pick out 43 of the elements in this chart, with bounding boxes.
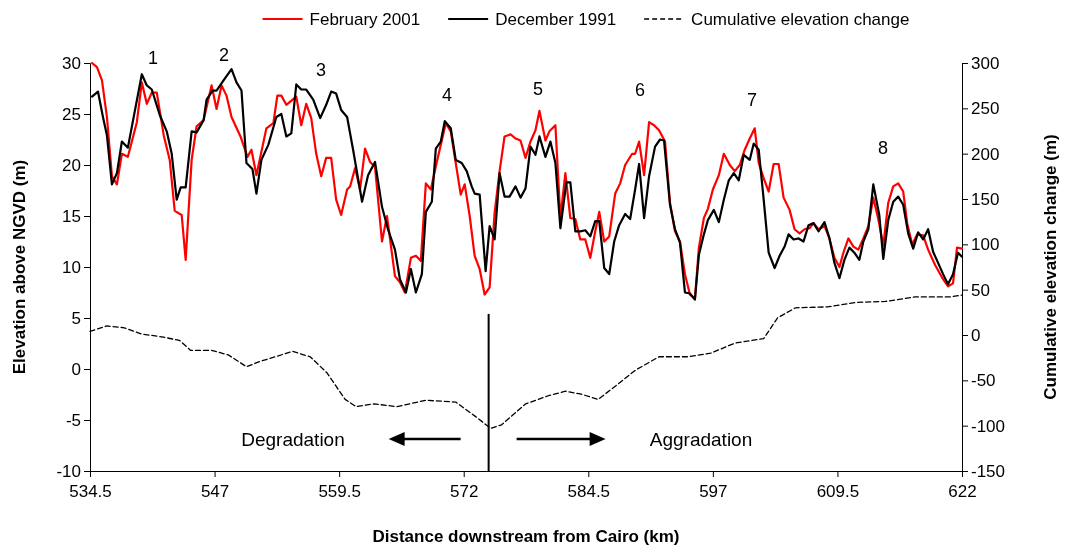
y2-tick-label: 0 <box>971 325 981 345</box>
x-tick-label: 547 <box>200 482 230 501</box>
x-tick-label: 597 <box>699 482 728 501</box>
y-tick-label: 25 <box>62 104 81 124</box>
y2-tick-label: 300 <box>971 53 1000 73</box>
annotation: 1 <box>147 48 159 68</box>
annotation: Aggradation <box>649 429 753 450</box>
annotation: 6 <box>634 80 646 100</box>
y2-tick-label: -150 <box>971 461 1006 481</box>
y-axis-title: Elevation above NGVD (m) <box>10 159 29 375</box>
annotation: 2 <box>218 45 230 65</box>
y2-tick-label: 150 <box>971 189 1000 209</box>
y2-tick-label: 100 <box>971 235 1000 255</box>
y-tick-label: 0 <box>71 359 81 379</box>
annotation: 5 <box>532 79 544 99</box>
annotation: 3 <box>315 60 327 80</box>
legend-label: Cumulative elevation change <box>691 10 910 29</box>
y-tick-label: -10 <box>56 461 81 481</box>
annotation: 7 <box>746 90 758 110</box>
annotation: 8 <box>877 138 889 158</box>
legend-label: December 1991 <box>495 10 617 29</box>
legend-label: February 2001 <box>309 10 421 29</box>
x-tick-label: 534.5 <box>69 482 112 501</box>
y2-tick-label: -50 <box>971 371 996 391</box>
y-tick-label: 30 <box>62 53 81 73</box>
x-tick-label: 559.5 <box>318 482 361 501</box>
x-tick-label: 609.5 <box>816 482 860 501</box>
y2-tick-label: 200 <box>971 144 1000 164</box>
y-tick-label: 5 <box>71 308 81 328</box>
y-tick-label: 15 <box>62 206 81 226</box>
y2-axis-title: Cumulative elevation change (m) <box>1041 134 1060 400</box>
annotation: 4 <box>441 85 453 105</box>
x-tick-label: 584.5 <box>567 482 611 501</box>
annotation: Degradation <box>241 429 345 450</box>
x-axis-title: Distance downstream from Cairo (km) <box>372 527 680 546</box>
y2-tick-label: 50 <box>971 280 990 300</box>
y-tick-label: 20 <box>62 155 81 175</box>
x-tick-label: 572 <box>450 482 479 501</box>
y-tick-label: 10 <box>62 257 81 277</box>
x-tick-label: 622 <box>948 482 977 501</box>
y2-tick-label: 250 <box>971 99 1000 119</box>
y-tick-label: -5 <box>65 410 81 430</box>
y2-tick-label: -100 <box>971 416 1006 436</box>
